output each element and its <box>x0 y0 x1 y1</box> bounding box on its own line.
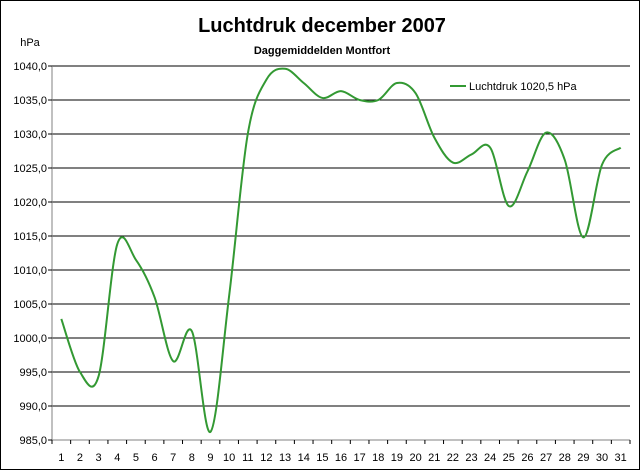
y-tick-label: 1015,0 <box>13 231 47 243</box>
x-tick-label: 11 <box>242 452 253 464</box>
x-tick-label: 9 <box>207 452 213 464</box>
x-tick-label: 27 <box>540 452 552 464</box>
x-tick-label: 1 <box>58 452 64 464</box>
y-tick-label: 990,0 <box>19 401 47 413</box>
series-line <box>60 67 622 433</box>
y-tick-label: 1000,0 <box>13 333 47 345</box>
y-tick-label: 1040,0 <box>13 61 47 73</box>
plot-area <box>52 66 630 440</box>
chart-subtitle: Daggemiddelden Montfort <box>254 45 391 57</box>
x-tick-label: 7 <box>170 452 176 464</box>
x-tick-label: 4 <box>114 452 120 464</box>
x-tick-label: 31 <box>615 452 627 464</box>
legend: Luchtdruk 1020,5 hPa <box>450 81 578 93</box>
y-tick-label: 995,0 <box>19 367 47 379</box>
y-tick-label: 1030,0 <box>13 129 47 141</box>
grid-lines <box>51 65 630 441</box>
x-tick-label: 12 <box>260 452 272 464</box>
x-tick-label: 18 <box>372 452 384 464</box>
series-group <box>60 67 622 433</box>
x-tick-label: 28 <box>559 452 571 464</box>
x-tick-label: 30 <box>596 452 608 464</box>
x-tick-label: 6 <box>151 452 157 464</box>
x-tick-label: 3 <box>96 452 102 464</box>
x-tick-label: 25 <box>503 452 515 464</box>
x-tick-label: 24 <box>484 452 496 464</box>
x-tick-label: 20 <box>409 452 421 464</box>
y-tick-label: 1035,0 <box>13 95 47 107</box>
legend-label: Luchtdruk 1020,5 hPa <box>469 81 578 93</box>
x-tick-label: 2 <box>77 452 83 464</box>
y-axis-ticks: 985,0 990,0 995,0 1000,0 1005,0 1010,0 1015,0 1… <box>13 61 52 447</box>
x-tick-label: 19 <box>391 452 403 464</box>
x-tick-label: 13 <box>279 452 291 464</box>
x-tick-label: 21 <box>428 452 440 464</box>
y-tick-label: 1010,0 <box>13 265 47 277</box>
y-tick-label: 1005,0 <box>13 299 47 311</box>
x-tick-label: 26 <box>521 452 533 464</box>
y-axis-unit-label: hPa <box>20 37 40 49</box>
x-tick-label: 5 <box>133 452 139 464</box>
x-tick-label: 15 <box>316 452 328 464</box>
x-tick-label: 17 <box>354 452 366 464</box>
x-tick-label: 22 <box>447 452 459 464</box>
y-tick-label: 1025,0 <box>13 163 47 175</box>
x-tick-label: 14 <box>298 452 310 464</box>
x-tick-label: 10 <box>223 452 235 464</box>
y-tick-label: 1020,0 <box>13 197 47 209</box>
x-tick-label: 8 <box>189 452 195 464</box>
x-tick-label: 29 <box>577 452 589 464</box>
x-tick-label: 23 <box>465 452 477 464</box>
chart-title: Luchtdruk december 2007 <box>198 15 446 37</box>
x-tick-label: 16 <box>335 452 347 464</box>
y-tick-label: 985,0 <box>19 435 47 447</box>
x-axis-ticks: 1 2 3 4 5 6 7 8 9 10 11 12 13 14 15 16 17 18 19 20 21 22 23 24 2… <box>51 440 631 464</box>
